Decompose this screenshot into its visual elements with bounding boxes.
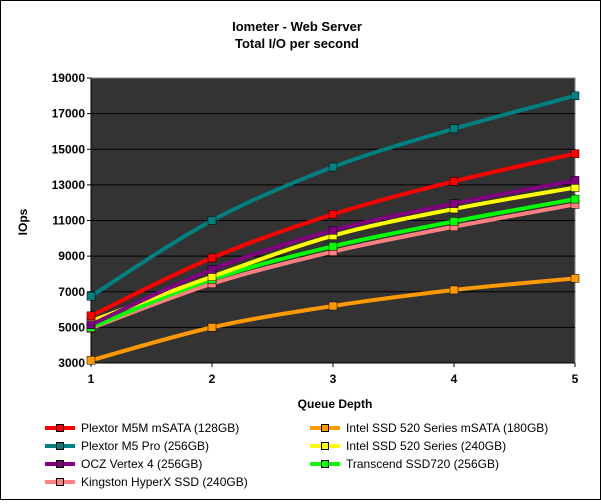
y-tick-label: 15000: [52, 142, 86, 156]
legend-swatch: [45, 438, 75, 454]
y-tick-label: 13000: [52, 178, 86, 192]
data-point: [328, 226, 338, 235]
data-point: [570, 176, 580, 185]
y-tick-label: 9000: [58, 249, 85, 263]
legend-label: OCZ Vertex 4 (256GB): [81, 457, 203, 471]
data-point: [207, 216, 217, 225]
legend-item: Plextor M5 Pro (256GB): [45, 438, 209, 454]
legend-swatch: [45, 420, 75, 436]
x-axis-label: Queue Depth: [298, 397, 373, 411]
legend-item: OCZ Vertex 4 (256GB): [45, 456, 202, 472]
data-point: [86, 320, 96, 329]
data-point: [449, 199, 459, 208]
data-point: [570, 149, 580, 158]
chart-subtitle: Total I/O per second: [235, 36, 359, 51]
legend-item: Transcend SSD720 (256GB): [310, 456, 499, 472]
y-tick-label: 17000: [52, 107, 86, 121]
data-point: [570, 91, 580, 101]
legend-swatch: [310, 456, 340, 472]
legend-swatch: [45, 456, 75, 472]
data-point: [207, 323, 217, 332]
x-tick-label: 5: [572, 372, 579, 386]
data-point: [570, 274, 580, 283]
data-point: [449, 124, 459, 134]
x-tick-label: 1: [88, 372, 95, 386]
data-point: [449, 177, 459, 186]
legend-label: Kingston HyperX SSD (240GB): [81, 475, 248, 489]
legend-label: Intel SSD 520 Series mSATA (180GB): [346, 421, 549, 435]
data-point: [86, 311, 96, 321]
legend-label: Plextor M5 Pro (256GB): [81, 439, 210, 453]
data-point: [570, 183, 580, 192]
legend-swatch: [310, 420, 340, 436]
data-point: [449, 285, 459, 295]
y-tick-label: 11000: [52, 214, 85, 228]
data-point: [86, 291, 96, 301]
data-point: [570, 194, 580, 204]
data-point: [86, 356, 96, 365]
y-tick-label: 3000: [58, 356, 85, 370]
legend-label: Intel SSD 520 Series (240GB): [346, 439, 507, 453]
chart-title: Iometer - Web Server: [232, 19, 362, 34]
y-tick-label: 7000: [58, 285, 85, 299]
data-point: [207, 265, 217, 274]
legend-label: Transcend SSD720 (256GB): [346, 457, 499, 471]
legend-swatch: [310, 438, 340, 454]
legend-label: Plextor M5M mSATA (128GB): [81, 421, 240, 435]
x-tick-label: 3: [330, 372, 337, 386]
data-point: [328, 301, 338, 311]
y-tick-label: 5000: [58, 320, 85, 334]
legend-item: Plextor M5M mSATA (128GB): [45, 420, 239, 436]
legend-item: Kingston HyperX SSD (240GB): [45, 474, 248, 490]
legend-item: Intel SSD 520 Series (240GB): [310, 438, 506, 454]
legend-item: Intel SSD 520 Series mSATA (180GB): [310, 420, 548, 436]
data-point: [449, 217, 459, 226]
data-point: [328, 210, 338, 219]
data-point: [328, 242, 338, 251]
x-tick-label: 2: [209, 372, 216, 386]
legend-swatch: [45, 474, 75, 490]
data-point: [207, 253, 217, 263]
y-axis-label: IOps: [16, 208, 30, 235]
y-tick-label: 19000: [52, 71, 86, 85]
x-tick-label: 4: [451, 372, 458, 386]
data-point: [328, 162, 338, 172]
data-point: [207, 272, 217, 281]
